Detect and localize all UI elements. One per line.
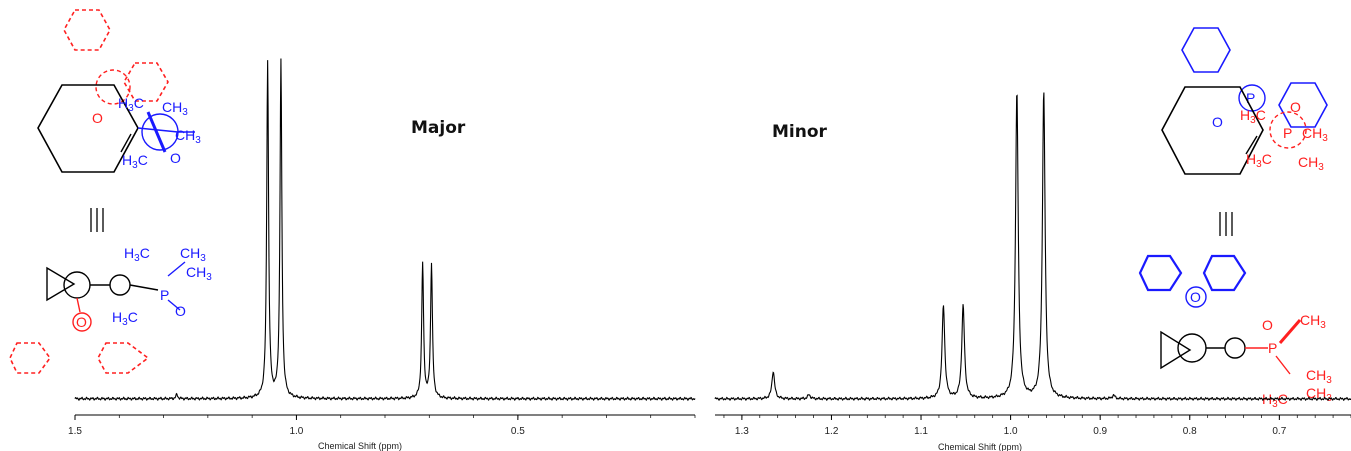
major-structure-drawing: O H3C CH3 CH3 H3C O H3C CH3 CH3 P H3C O …	[9, 9, 212, 374]
svg-text:CH3: CH3	[1306, 367, 1332, 386]
svg-text:CH3: CH3	[1302, 125, 1328, 144]
svg-text:H3C: H3C	[122, 152, 148, 171]
svg-text:P: P	[1268, 340, 1277, 356]
minor-spectrum-line	[714, 92, 1351, 402]
major-x-ticks: 1.5 1.0 0.5	[68, 415, 696, 437]
svg-text:H3C: H3C	[1246, 151, 1272, 170]
svg-text:O: O	[1212, 114, 1223, 130]
svg-text:CH3: CH3	[1298, 154, 1324, 173]
svg-text:CH3: CH3	[1306, 385, 1332, 404]
svg-text:H3C: H3C	[124, 245, 150, 264]
svg-text:CH3: CH3	[1300, 312, 1326, 331]
x-tick-label: 1.3	[735, 426, 749, 437]
minor-structure-drawing: P O H3C O P CH3 H3C CH3 O P O CH3 CH3 H3…	[1138, 27, 1332, 410]
svg-text:H3C: H3C	[1240, 107, 1266, 126]
x-tick-label: 0.9	[1093, 426, 1107, 437]
x-tick-label: 0.7	[1272, 426, 1286, 437]
svg-text:O: O	[175, 303, 186, 319]
svg-text:O: O	[1190, 289, 1201, 305]
major-x-axis-title: Chemical Shift (ppm)	[318, 441, 402, 451]
svg-text:O: O	[1290, 99, 1301, 115]
svg-text:O: O	[76, 314, 87, 330]
x-tick-label: 1.2	[824, 426, 838, 437]
svg-text:O: O	[92, 110, 103, 126]
x-tick-label: 0.5	[511, 426, 525, 437]
svg-text:O: O	[1262, 317, 1273, 333]
svg-text:H3C: H3C	[1262, 391, 1288, 410]
minor-x-ticks: 1.3 1.2 1.1 1.0 0.9 0.8 0.7	[723, 415, 1351, 437]
x-tick-label: 1.0	[289, 426, 303, 437]
major-label: Major	[411, 118, 466, 138]
minor-chart: Minor 1.3 1.2 1.1 1.0 0.9 0.8 0.7 Chemical Shi…	[714, 92, 1351, 451]
svg-text:H3C: H3C	[112, 309, 138, 328]
svg-text:CH3: CH3	[180, 245, 206, 264]
x-tick-label: 1.5	[68, 426, 82, 437]
svg-text:P: P	[160, 287, 169, 303]
minor-x-axis-title: Chemical Shift (ppm)	[938, 442, 1022, 451]
svg-text:CH3: CH3	[162, 99, 188, 118]
x-tick-label: 1.0	[1004, 426, 1018, 437]
svg-text:O: O	[170, 150, 181, 166]
major-chart: Major 1.5 1.0 0.5 Chemical Shift (ppm)	[68, 58, 696, 451]
major-spectrum-line	[74, 58, 696, 402]
svg-text:P: P	[1246, 90, 1255, 106]
svg-text:CH3: CH3	[186, 264, 212, 283]
svg-text:P: P	[1283, 125, 1292, 141]
x-tick-label: 1.1	[914, 426, 928, 437]
svg-text:H3C: H3C	[118, 95, 144, 114]
svg-text:CH3: CH3	[175, 127, 201, 146]
x-tick-label: 0.8	[1183, 426, 1197, 437]
minor-label: Minor	[772, 122, 828, 142]
